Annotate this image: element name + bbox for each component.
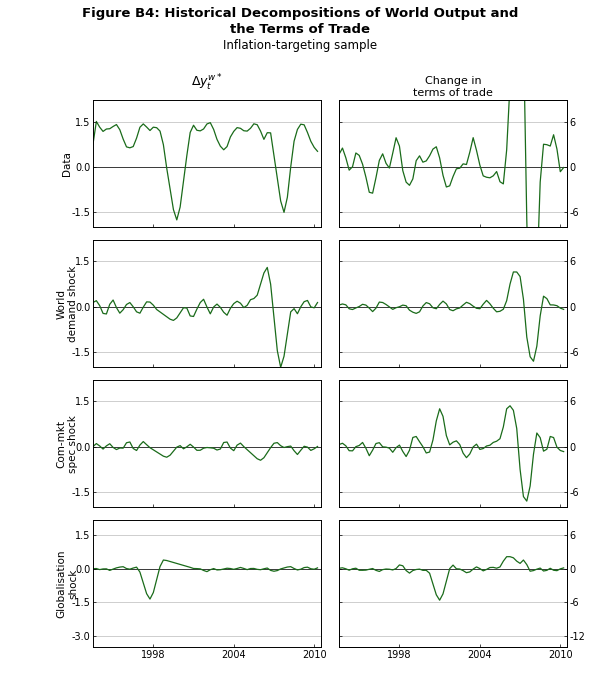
Text: the Terms of Trade: the Terms of Trade: [230, 23, 370, 36]
Text: Figure B4: Historical Decompositions of World Output and: Figure B4: Historical Decompositions of …: [82, 7, 518, 20]
Text: $\Delta y_t^{w*}$: $\Delta y_t^{w*}$: [191, 73, 223, 93]
Text: Change in
terms of trade: Change in terms of trade: [413, 76, 493, 98]
Y-axis label: World
demand shock: World demand shock: [56, 266, 78, 342]
Y-axis label: Globalisation
shock: Globalisation shock: [56, 549, 78, 618]
Text: Inflation-targeting sample: Inflation-targeting sample: [223, 39, 377, 52]
Y-axis label: Com-mkt
spec shock: Com-mkt spec shock: [56, 415, 78, 473]
Y-axis label: Data: Data: [62, 152, 72, 176]
